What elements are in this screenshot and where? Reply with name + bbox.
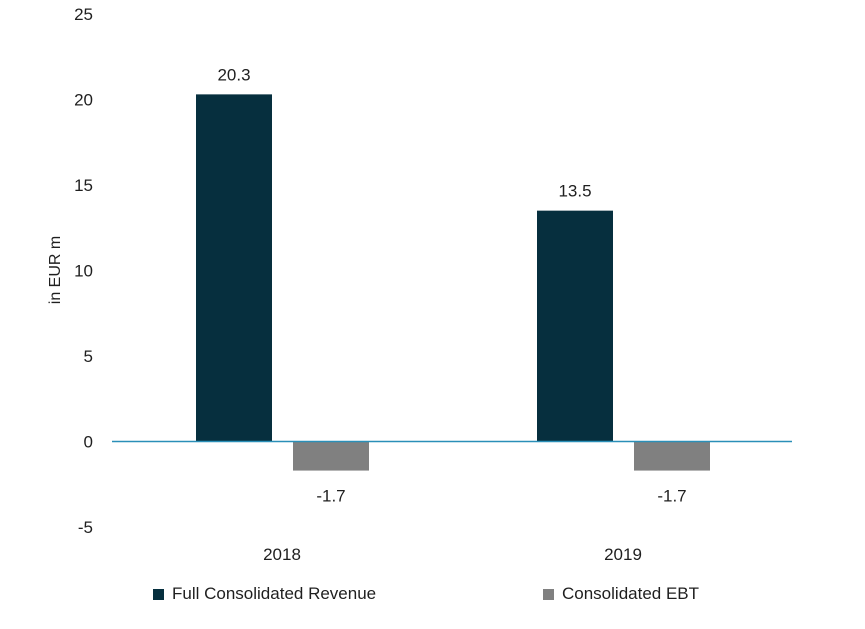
x-axis-ticks: 2018 2019 [263, 545, 642, 564]
bars [196, 94, 710, 471]
legend-item-ebt: Consolidated EBT [543, 584, 699, 604]
legend-swatch-ebt [543, 588, 554, 600]
legend: Full Consolidated Revenue Consolidated E… [0, 584, 865, 608]
y-tick-label: 0 [84, 433, 93, 452]
y-axis-ticks: -5 0 5 10 15 20 25 [74, 5, 93, 537]
legend-item-revenue: Full Consolidated Revenue [153, 584, 376, 604]
y-axis-label: in EUR m [47, 236, 64, 304]
x-tick-label: 2019 [604, 545, 642, 564]
y-tick-label: 25 [74, 5, 93, 24]
data-label-revenue: 13.5 [558, 182, 591, 201]
data-label-ebt: -1.7 [657, 487, 686, 506]
bar-ebt [634, 441, 710, 471]
data-labels: 20.3 13.5 -1.7 -1.7 [217, 65, 686, 505]
bar-ebt [293, 441, 369, 471]
y-tick-label: 5 [84, 347, 93, 366]
legend-label-ebt: Consolidated EBT [562, 584, 700, 603]
y-tick-label: -5 [78, 518, 93, 537]
y-tick-label: 20 [74, 91, 93, 110]
x-tick-label: 2018 [263, 545, 301, 564]
bar-revenue [196, 94, 272, 442]
bar-revenue [537, 210, 613, 442]
legend-label-revenue: Full Consolidated Revenue [172, 584, 377, 603]
y-tick-label: 10 [74, 262, 93, 281]
data-label-ebt: -1.7 [316, 487, 345, 506]
y-tick-label: 15 [74, 176, 93, 195]
legend-swatch-revenue [153, 588, 164, 600]
data-label-revenue: 20.3 [217, 65, 250, 84]
